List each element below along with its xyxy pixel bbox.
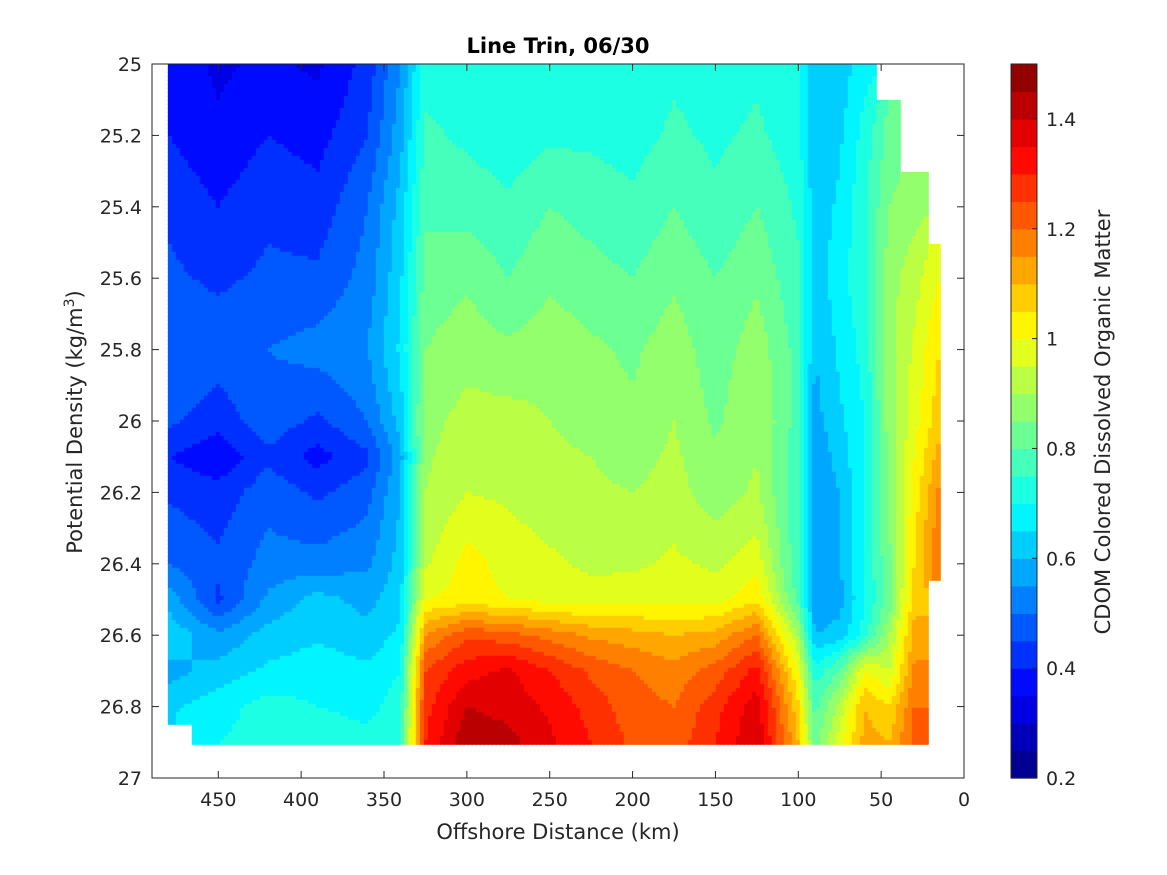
chart-title: Line Trin, 06/30 bbox=[466, 34, 649, 58]
contour-field bbox=[167, 63, 941, 745]
